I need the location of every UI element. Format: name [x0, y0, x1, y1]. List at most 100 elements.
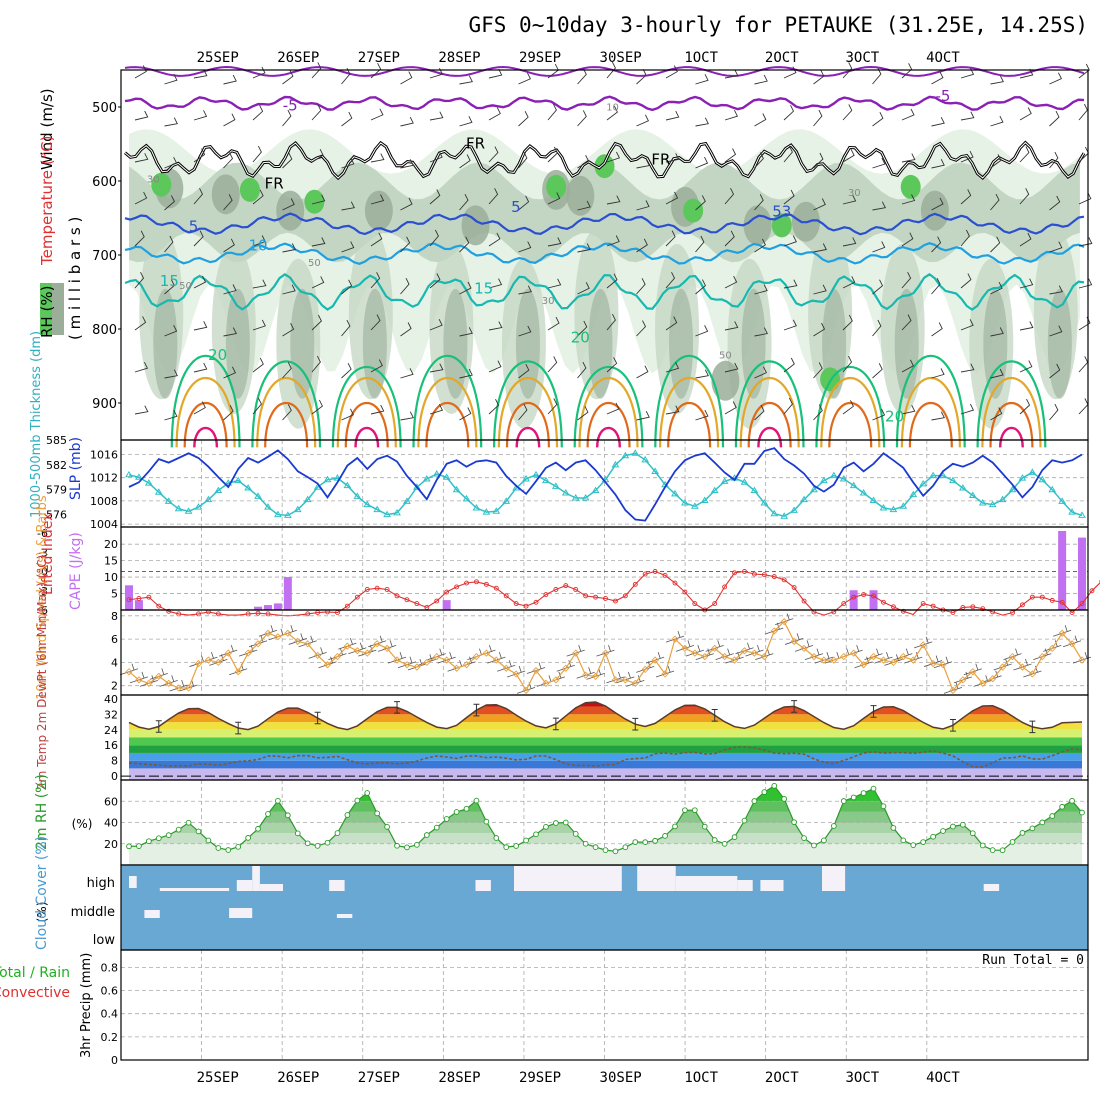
cape-bar — [134, 600, 143, 610]
panel-cape-li: -6 -3 0 3 6 5 10 15 20 — [37, 526, 1100, 617]
upper-wind-barb — [1019, 146, 1030, 163]
upper-wind-barb — [724, 362, 739, 373]
li-point — [126, 597, 132, 603]
wind-speed-point — [184, 684, 193, 692]
rh-point — [1059, 803, 1065, 810]
wind-speed-point — [1078, 656, 1086, 664]
upper-wind-barb — [665, 65, 678, 79]
li-point — [414, 601, 420, 607]
upper-wind-barb — [488, 232, 501, 247]
upper-wind-barb — [901, 404, 916, 415]
contour-25-loop — [659, 376, 720, 448]
rh-point — [741, 817, 748, 824]
rh-point — [801, 835, 807, 841]
upper-wind-barb — [223, 74, 237, 85]
temp2m-ylabel: 2m Temp 2m DewPt (6hr Min/Max) (°C) — [35, 555, 49, 790]
rh-point — [453, 809, 460, 815]
upper-wind-barb — [783, 145, 793, 163]
temp-band — [129, 760, 1082, 769]
temp-tick-label: 0 — [111, 770, 118, 783]
li-point — [920, 601, 926, 607]
rh-point — [900, 837, 907, 844]
wind-speed-point — [383, 644, 391, 653]
upper-wind-barb — [577, 405, 589, 421]
thickness-point — [631, 449, 640, 456]
upper-wind-barb — [341, 319, 351, 337]
upper-wind-barb — [282, 322, 295, 337]
temp-min-max-bar — [870, 705, 877, 718]
upper-wind-barb — [547, 356, 558, 373]
upper-wind-barb — [459, 154, 471, 169]
contour-25-loop — [256, 376, 317, 448]
rh-contour-label: 10 — [606, 103, 619, 114]
upper-wind-barb — [370, 404, 385, 415]
thickness-point — [343, 481, 352, 489]
upper-wind-barb — [547, 398, 558, 415]
wind-speed-point — [512, 670, 520, 678]
upper-wind-barb — [193, 401, 206, 415]
rh-point — [245, 835, 251, 841]
contour-25-loop — [497, 376, 559, 448]
thickness-point — [194, 503, 203, 510]
upper-wind-barb — [813, 109, 823, 127]
upper-wind-barb — [429, 229, 439, 247]
li-point — [1049, 597, 1055, 603]
rh-point — [443, 816, 450, 822]
wind-speed-point — [899, 652, 907, 661]
li-point — [593, 594, 599, 600]
upper-wind-barb — [606, 105, 618, 121]
wind-speed-point — [959, 676, 967, 684]
contour-30-loop — [908, 402, 953, 448]
rh-point — [265, 811, 271, 817]
contour-label: 15 — [160, 272, 179, 290]
wind-speed-point — [323, 661, 332, 669]
upper-wind-barb — [518, 195, 530, 211]
upper-wind-barb — [223, 404, 234, 421]
cape-bar — [1058, 531, 1067, 610]
date-label-bottom: 1OCT — [684, 1070, 718, 1086]
li-point — [1079, 601, 1085, 607]
upper-wind-barb — [1019, 360, 1033, 373]
li-point — [503, 593, 509, 599]
upper-wind-barb — [311, 148, 324, 163]
thickness-point — [760, 498, 769, 506]
upper-wind-barb — [282, 362, 292, 379]
upper-wind-barb — [547, 278, 562, 289]
wind-speed-point — [174, 684, 183, 692]
upper-wind-barb — [282, 284, 296, 295]
cloud-gap-high — [675, 876, 738, 891]
upper-wind-barb — [311, 237, 326, 247]
wind-speed-point — [313, 651, 322, 660]
thickness-point — [1048, 485, 1057, 493]
rh-contour-label: 30 — [147, 174, 160, 185]
temp-tick-label: 40 — [104, 693, 118, 706]
cape-bar — [849, 590, 858, 610]
upper-wind-barb — [134, 361, 149, 373]
thickness-point — [551, 482, 560, 489]
thickness-point — [720, 477, 729, 484]
thickness-point — [135, 473, 143, 480]
upper-wind-barb — [901, 314, 912, 331]
upper-wind-barb — [901, 108, 915, 121]
wind-label: Wind (m/s) — [38, 88, 56, 170]
wind-speed-point — [244, 649, 252, 657]
upper-wind-barb — [754, 238, 766, 253]
precip-tick-label: 0.2 — [101, 1031, 119, 1044]
wind-speed-point — [542, 679, 550, 687]
rh-point — [761, 789, 768, 795]
thickness-point — [770, 509, 779, 517]
cloud-gap-high — [983, 884, 1000, 891]
thickness-point — [1018, 474, 1027, 481]
upper-wind-barb — [960, 229, 970, 247]
upper-wind-barb — [134, 405, 149, 415]
thickness-point — [998, 495, 1007, 503]
thickness-point — [333, 474, 342, 481]
contour-30-loop — [183, 402, 228, 448]
temp-tick-label: 24 — [104, 724, 118, 737]
cloud-gap-high — [637, 866, 676, 891]
contour-25-loop — [336, 376, 397, 448]
rh-point — [652, 837, 658, 844]
upper-wind-barb — [901, 194, 916, 205]
upper-wind-barb — [606, 235, 620, 247]
upper-wind-barb — [370, 232, 383, 247]
